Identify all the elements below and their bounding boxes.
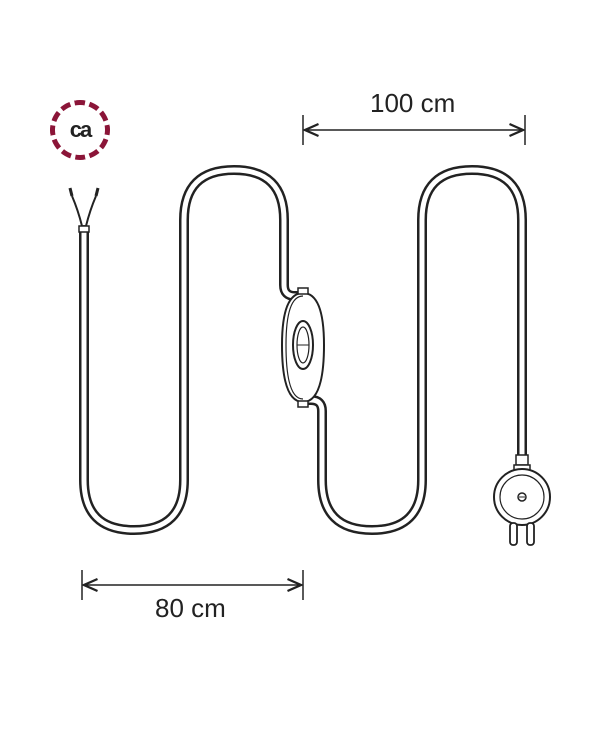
diagram-canvas: ca [0, 0, 600, 745]
dimension-top [303, 115, 525, 145]
dimension-label-bottom: 80 cm [155, 593, 226, 624]
plug-icon [494, 455, 550, 545]
cable-drawing [0, 0, 600, 745]
inline-switch-icon [282, 288, 324, 407]
bare-wires-icon [70, 188, 98, 232]
dimension-label-top: 100 cm [370, 88, 455, 119]
